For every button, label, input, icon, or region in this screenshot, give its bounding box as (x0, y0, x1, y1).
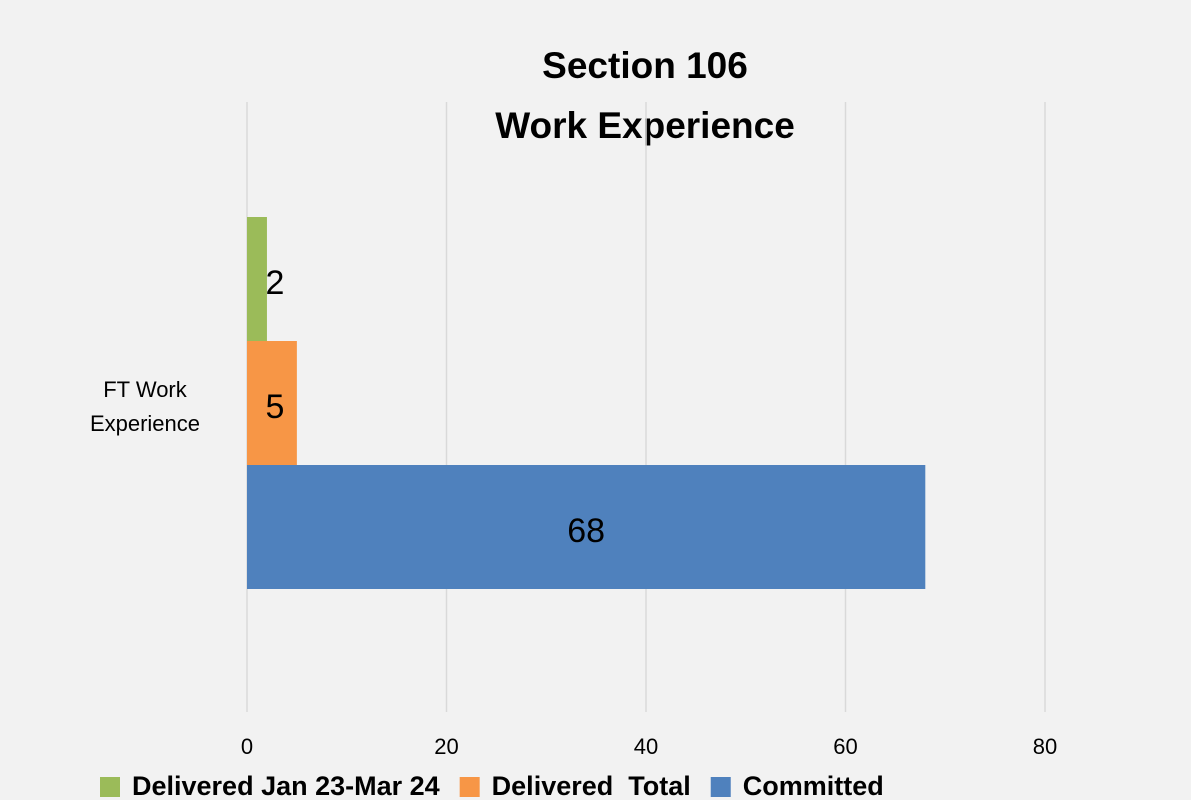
x-tick-label: 80 (1033, 734, 1057, 759)
data-label: 68 (567, 512, 605, 550)
bar (247, 341, 297, 465)
x-tick-label: 60 (833, 734, 857, 759)
y-tick-label: FT Work Experience (89, 377, 201, 436)
bar (247, 217, 267, 341)
chart-title: Section 106 (542, 45, 748, 86)
chart-title: Work Experience (495, 105, 795, 146)
legend-label: Committed (743, 771, 884, 800)
data-label: 2 (266, 264, 285, 302)
bar (247, 465, 926, 589)
legend-swatch (710, 777, 731, 797)
x-tick-label: 0 (241, 734, 253, 759)
x-tick-label: 40 (634, 734, 658, 759)
legend-swatch (459, 777, 480, 797)
legend-label: Delivered Total (492, 771, 691, 800)
x-tick-label: 20 (434, 734, 458, 759)
data-label: 5 (266, 388, 285, 426)
legend-label: Delivered Jan 23-Mar 24 (132, 771, 440, 800)
legend-swatch (100, 777, 120, 797)
